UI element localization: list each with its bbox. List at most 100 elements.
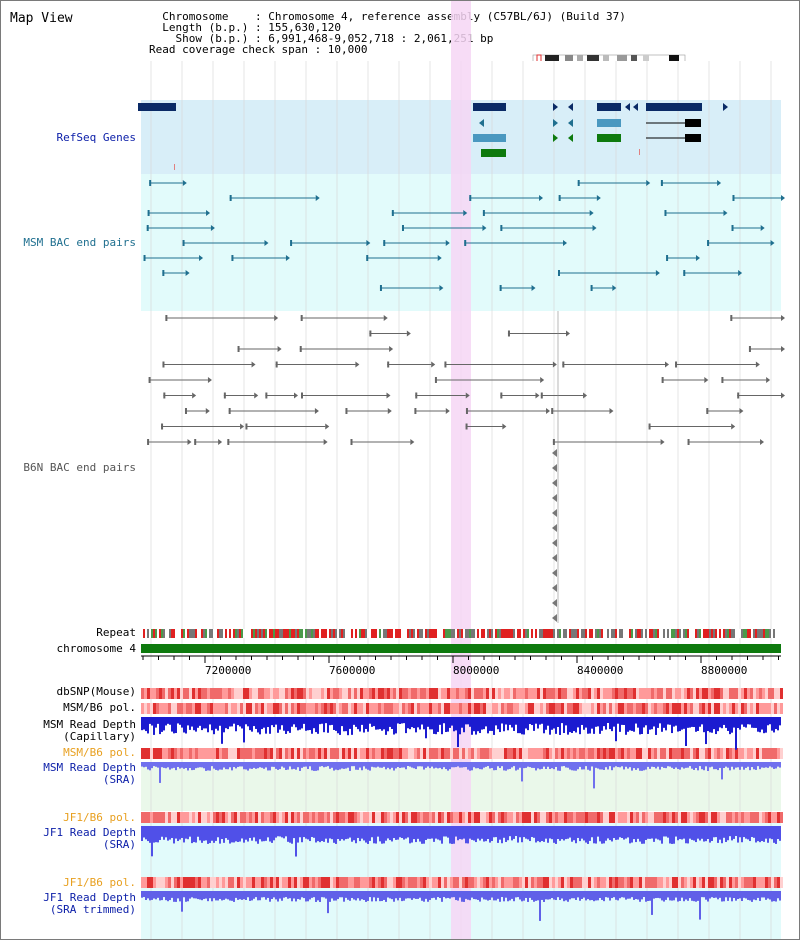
bac-end [264, 240, 269, 246]
heat-cell [384, 748, 387, 759]
depth-bar [519, 891, 521, 900]
heat-cell [399, 748, 402, 759]
repeat-block [643, 629, 645, 638]
repeat-block [173, 629, 175, 638]
depth-bar [509, 891, 511, 901]
repeat-block [255, 629, 257, 638]
heat-cell [567, 688, 570, 699]
depth-bar [713, 826, 715, 838]
depth-bar [779, 762, 781, 768]
depth-bar [713, 891, 715, 898]
depth-bar [155, 826, 157, 843]
heat-cell [516, 688, 519, 699]
depth-bar [553, 762, 555, 770]
heat-cell [630, 688, 633, 699]
repeat-block [497, 629, 499, 638]
depth-bar [439, 891, 441, 899]
repeat-block [199, 629, 201, 638]
depth-bar [225, 891, 227, 899]
depth-bar [497, 891, 499, 899]
depth-bar [555, 717, 557, 734]
heat-cell [681, 688, 684, 699]
heat-cell [585, 703, 588, 714]
depth-bar [147, 762, 149, 770]
repeat-block [473, 629, 475, 638]
depth-bar [147, 891, 149, 899]
heat-cell [597, 688, 600, 699]
depth-bar [493, 717, 495, 735]
depth-bar [659, 717, 661, 724]
depth-bar [277, 826, 279, 837]
depth-bar [369, 826, 371, 841]
heat-cell [213, 877, 216, 888]
depth-bar [365, 826, 367, 843]
heat-cell [579, 812, 582, 823]
heat-cell [756, 812, 759, 823]
depth-bar [623, 826, 625, 840]
repeat-block [297, 629, 299, 638]
bac-end [275, 361, 278, 368]
depth-bar [423, 717, 425, 730]
depth-bar [507, 762, 509, 770]
bac-end [531, 285, 536, 291]
depth-bar [153, 891, 155, 899]
depth-bar [525, 826, 527, 839]
repeat-block [319, 629, 321, 638]
heat-cell [363, 812, 366, 823]
repeat-block [735, 629, 737, 638]
repeat-block [171, 629, 173, 638]
heat-cell [429, 812, 432, 823]
depth-bar [203, 717, 205, 729]
depth-bar [643, 826, 645, 844]
heat-cell [384, 812, 387, 823]
depth-bar [745, 762, 747, 768]
depth-bar [263, 891, 265, 898]
depth-bar [369, 762, 371, 771]
repeat-block [409, 629, 411, 638]
repeat-block [663, 629, 665, 638]
heat-cell [666, 748, 669, 759]
depth-bar [397, 762, 399, 768]
heat-cell [357, 703, 360, 714]
heat-cell [354, 812, 357, 823]
heat-cell [534, 748, 537, 759]
heat-cell [210, 688, 213, 699]
depth-bar [581, 826, 583, 839]
depth-bar [725, 762, 727, 767]
heat-cell [447, 748, 450, 759]
heat-cell [657, 812, 660, 823]
repeat-block [239, 629, 241, 638]
heat-cell [465, 703, 468, 714]
heat-cell [210, 703, 213, 714]
heat-cell [627, 703, 630, 714]
repeat-block [399, 629, 401, 638]
repeat-block [595, 629, 597, 638]
repeat-block [237, 629, 239, 638]
depth-bar [651, 762, 653, 767]
depth-bar [229, 826, 231, 844]
heat-cell [384, 877, 387, 888]
heat-cell [456, 877, 459, 888]
heat-cell [213, 703, 216, 714]
depth-bar [493, 826, 495, 838]
heat-cell [189, 877, 192, 888]
depth-bar [505, 717, 507, 725]
depth-bar [429, 826, 431, 839]
depth-bar [179, 891, 181, 902]
repeat-block [161, 629, 163, 638]
bac-end [300, 315, 303, 321]
depth-bar [677, 891, 679, 902]
depth-bar [347, 762, 349, 768]
repeat-block [559, 629, 561, 638]
heat-cell [693, 812, 696, 823]
heat-cell [306, 688, 309, 699]
heat-cell [225, 748, 228, 759]
heat-cell [186, 877, 189, 888]
depth-bar [741, 762, 743, 767]
heat-cell [723, 703, 726, 714]
depth-bar [653, 826, 655, 842]
repeat-block [175, 629, 177, 638]
bac-end [552, 539, 557, 547]
heat-cell [276, 688, 279, 699]
